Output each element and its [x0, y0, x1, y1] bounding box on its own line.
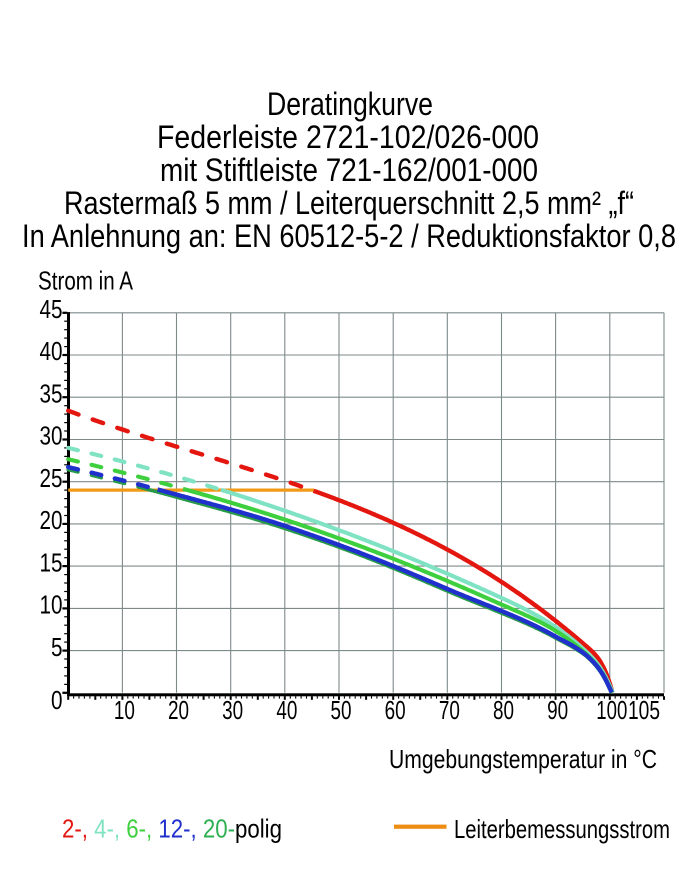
svg-text:10: 10 — [114, 695, 135, 725]
svg-text:70: 70 — [439, 695, 460, 725]
svg-text:25: 25 — [40, 463, 63, 493]
svg-text:30: 30 — [40, 421, 63, 451]
svg-text:20: 20 — [168, 695, 189, 725]
svg-text:20: 20 — [40, 505, 63, 535]
svg-text:50: 50 — [331, 695, 352, 725]
svg-text:Deratingkurve: Deratingkurve — [267, 86, 433, 122]
svg-text:105: 105 — [628, 695, 660, 725]
svg-text:2-, 4-, 6-, 12-, 20-polig: 2-, 4-, 6-, 12-, 20-polig — [62, 814, 282, 844]
svg-text:Leiterbemessungsstrom: Leiterbemessungsstrom — [454, 814, 670, 844]
svg-text:100: 100 — [596, 695, 627, 725]
svg-text:Federleiste 2721-102/026-000: Federleiste 2721-102/026-000 — [157, 119, 539, 155]
svg-text:40: 40 — [40, 336, 63, 366]
svg-text:0: 0 — [51, 685, 63, 715]
svg-text:30: 30 — [222, 695, 243, 725]
svg-text:Strom in A: Strom in A — [38, 266, 134, 296]
svg-text:Umgebungstemperatur in °C: Umgebungstemperatur in °C — [389, 744, 657, 774]
svg-text:40: 40 — [276, 695, 297, 725]
svg-text:80: 80 — [493, 695, 514, 725]
svg-text:Rastermaß 5 mm / Leiterquersch: Rastermaß 5 mm / Leiterquerschnitt 2,5 m… — [64, 185, 634, 221]
svg-text:45: 45 — [40, 294, 63, 324]
svg-text:15: 15 — [40, 547, 63, 577]
svg-text:90: 90 — [547, 695, 568, 725]
svg-text:5: 5 — [51, 632, 63, 662]
svg-text:60: 60 — [385, 695, 406, 725]
svg-text:mit Stiftleiste 721-162/001-00: mit Stiftleiste 721-162/001-000 — [160, 152, 538, 188]
svg-text:35: 35 — [40, 378, 63, 408]
svg-text:In Anlehnung an: EN 60512-5-2: In Anlehnung an: EN 60512-5-2 / Reduktio… — [22, 218, 676, 254]
svg-text:10: 10 — [40, 590, 63, 620]
